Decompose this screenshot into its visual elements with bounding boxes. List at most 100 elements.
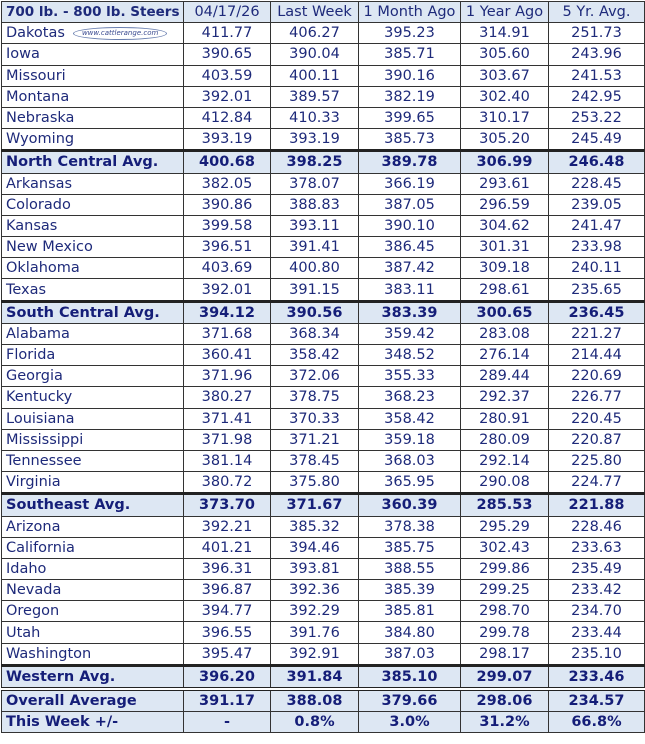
- row-label: Oklahoma: [1, 257, 184, 280]
- price-value: 214.44: [571, 347, 622, 364]
- row-label-text: Dakotas: [6, 25, 65, 42]
- price-cell: 403.69: [183, 257, 271, 280]
- price-cell: 293.61: [460, 172, 549, 195]
- row-label-text: Washington: [6, 645, 92, 662]
- row-label-text: Nebraska: [6, 110, 75, 127]
- price-cell: 295.29: [460, 515, 549, 538]
- price-cell: 392.91: [270, 642, 359, 666]
- price-value: 235.10: [571, 645, 622, 662]
- header-year-ago: 1 Year Ago: [460, 0, 549, 24]
- price-value: 392.01: [201, 88, 253, 105]
- price-value: 368.23: [384, 389, 435, 406]
- price-cell: 390.56: [270, 299, 359, 324]
- row-label-text: New Mexico: [6, 239, 93, 256]
- price-value: 371.96: [201, 368, 253, 385]
- price-cell: 306.99: [460, 149, 549, 174]
- price-cell: 399.58: [183, 214, 271, 238]
- table-row: California 401.21 394.46 385.75 302.43 233.63: [1, 536, 645, 559]
- row-label-text: Missouri: [6, 67, 66, 84]
- price-value: 406.27: [289, 25, 340, 42]
- row-label-text: Kentucky: [6, 389, 73, 406]
- row-label-text: Alabama: [6, 325, 70, 342]
- price-cell: 368.23: [358, 386, 461, 409]
- price-cell: 368.34: [270, 322, 359, 346]
- avg-row: South Central Avg. 394.12 390.56 383.39 300.…: [1, 299, 645, 324]
- price-cell: 302.43: [460, 536, 549, 559]
- cattlerange-logo[interactable]: www.cattlerange.com: [72, 26, 168, 40]
- price-value: 383.39: [381, 304, 438, 321]
- price-cell: 403.59: [183, 64, 271, 87]
- header-month-ago: 1 Month Ago: [358, 0, 461, 24]
- price-value: 392.01: [201, 281, 253, 298]
- price-value: 385.32: [289, 518, 340, 535]
- price-value: 0.8%: [294, 714, 335, 731]
- table-row: Oregon 394.77 392.29 385.81 298.70 234.70: [1, 600, 645, 623]
- price-value: 31.2%: [479, 714, 530, 731]
- price-value: 225.80: [571, 453, 622, 470]
- price-value: 283.08: [479, 325, 530, 342]
- row-label: Iowa: [1, 43, 184, 66]
- row-label: Alabama: [1, 322, 184, 346]
- price-cell: 309.18: [460, 257, 549, 280]
- price-cell: 355.33: [358, 365, 461, 388]
- price-cell: 400.11: [270, 64, 359, 87]
- price-value: 3.0%: [389, 714, 430, 731]
- price-value: 253.22: [571, 110, 622, 127]
- price-value: 393.81: [289, 560, 340, 577]
- price-value: 299.25: [479, 582, 530, 599]
- price-value: 403.69: [201, 260, 253, 277]
- price-cell: 390.65: [183, 43, 271, 66]
- row-label: Wyoming: [1, 128, 184, 152]
- price-cell: 251.73: [548, 22, 645, 45]
- price-cell: 221.27: [548, 322, 645, 346]
- price-cell: 360.39: [358, 492, 461, 517]
- price-cell: 378.07: [270, 172, 359, 195]
- price-value: 242.95: [571, 88, 622, 105]
- row-label-text: Utah: [6, 624, 41, 641]
- change-row: This Week +/- - 0.8% 3.0% 31.2% 66.8%: [1, 711, 645, 734]
- price-cell: 406.27: [270, 22, 359, 45]
- price-value: 378.07: [289, 175, 340, 192]
- table-row: Idaho 396.31 393.81 388.55 299.86 235.49: [1, 557, 645, 581]
- price-cell: 301.31: [460, 236, 549, 259]
- price-cell: 390.86: [183, 193, 271, 216]
- price-cell: 394.12: [183, 299, 271, 324]
- price-value: 296.59: [479, 196, 530, 213]
- row-label-text: Oregon: [6, 603, 60, 620]
- price-value: 366.19: [384, 175, 435, 192]
- price-cell: 400.80: [270, 257, 359, 280]
- price-value: 304.62: [479, 217, 530, 234]
- table-row: Missouri 403.59 400.11 390.16 303.67 241.53: [1, 64, 645, 87]
- price-cell: 378.75: [270, 386, 359, 409]
- price-cell: 411.77: [183, 22, 271, 45]
- price-cell: 283.08: [460, 322, 549, 346]
- price-cell: 224.77: [548, 471, 645, 495]
- table-row: Dakotas www.cattlerange.com 411.77 406.27 39…: [1, 22, 645, 45]
- price-cell: 388.83: [270, 193, 359, 216]
- header-5yr-avg: 5 Yr. Avg.: [548, 0, 645, 24]
- price-value: 387.03: [384, 645, 435, 662]
- price-value: 243.96: [571, 46, 622, 63]
- row-label-text: Southeast Avg.: [6, 497, 131, 514]
- price-value: 360.41: [201, 347, 253, 364]
- price-cell: 396.20: [183, 663, 271, 690]
- price-value: 392.91: [289, 645, 340, 662]
- price-value: 233.46: [568, 668, 625, 685]
- price-value: 280.09: [479, 431, 530, 448]
- price-cell: 234.70: [548, 600, 645, 623]
- price-value: 372.06: [289, 368, 340, 385]
- price-value: 306.99: [476, 154, 533, 171]
- price-value: 276.14: [479, 347, 530, 364]
- price-value: 371.67: [286, 497, 343, 514]
- header-weight-class: 700 lb. - 800 lb. Steers: [1, 0, 184, 24]
- price-value: 396.55: [201, 624, 253, 641]
- price-value: 228.46: [571, 518, 622, 535]
- row-label-text: Colorado: [6, 196, 71, 213]
- price-value: 396.20: [199, 668, 255, 685]
- price-cell: 391.17: [183, 687, 271, 713]
- price-value: 226.77: [571, 389, 622, 406]
- price-value: 358.42: [384, 410, 435, 427]
- row-label-text: Western Avg.: [6, 668, 116, 685]
- row-label: Georgia: [1, 365, 184, 388]
